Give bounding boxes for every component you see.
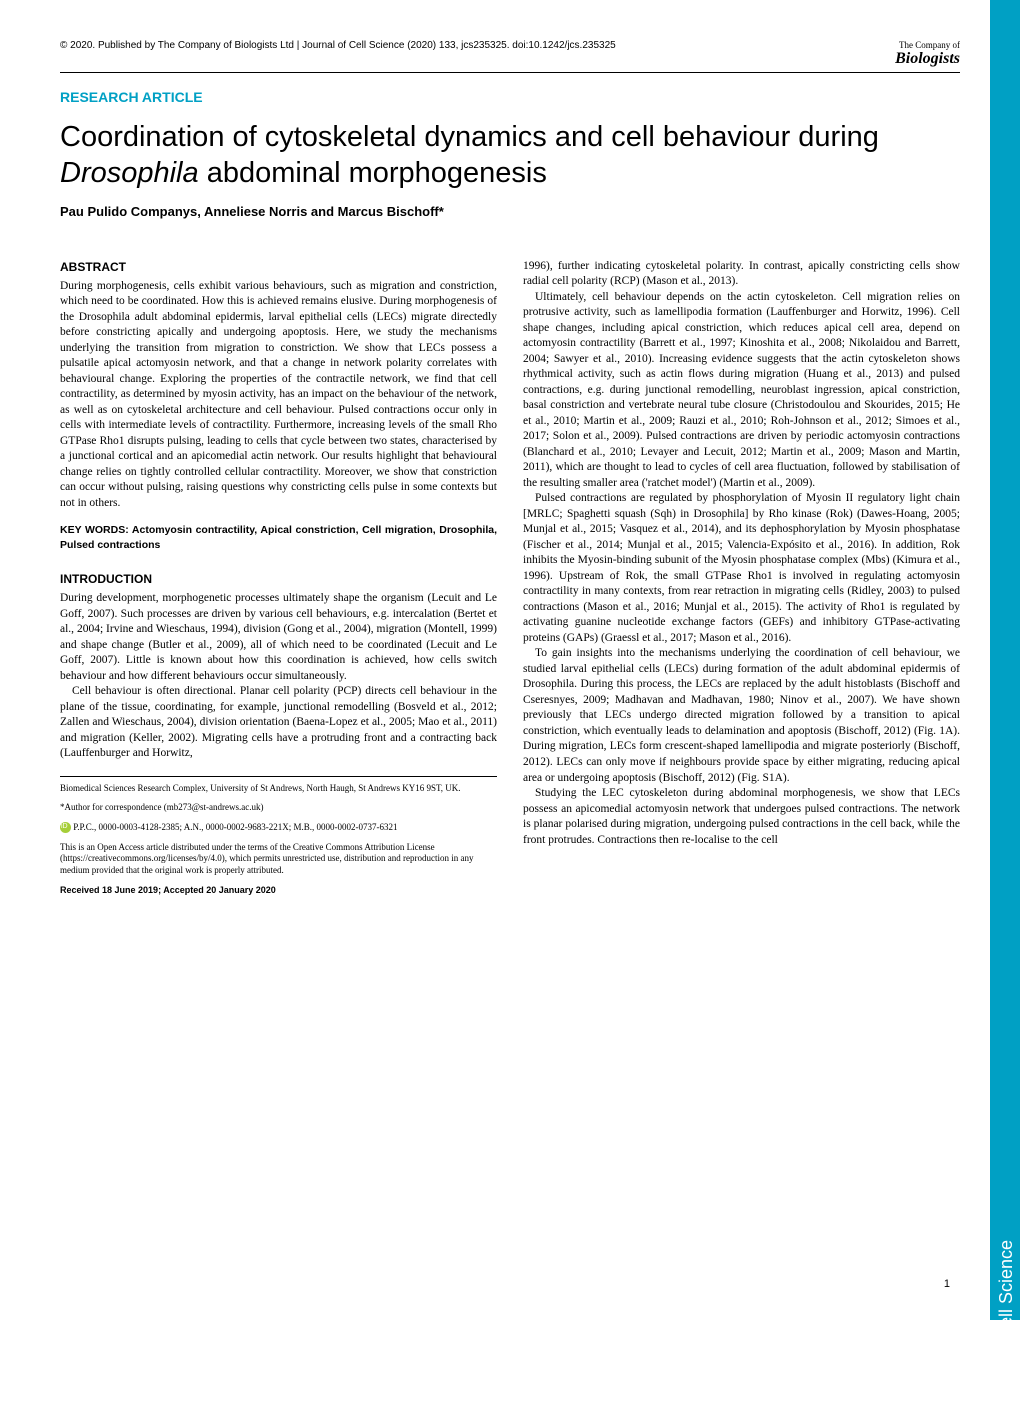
- right-paragraph-2: Ultimately, cell behaviour depends on th…: [523, 290, 960, 492]
- logo-small-text: The Company of: [895, 40, 960, 50]
- authors: Pau Pulido Companys, Anneliese Norris an…: [60, 204, 960, 219]
- abstract-heading: ABSTRACT: [60, 259, 497, 275]
- intro-paragraph-2: Cell behaviour is often directional. Pla…: [60, 684, 497, 762]
- side-tab-label: Journal of Cell Science: [996, 1240, 1017, 1424]
- abstract-body: During morphogenesis, cells exhibit vari…: [60, 279, 497, 512]
- title-part1: Coordination of cytoskeletal dynamics an…: [60, 121, 879, 153]
- right-column: 1996), further indicating cytoskeletal p…: [523, 259, 960, 905]
- article-title: Coordination of cytoskeletal dynamics an…: [60, 119, 960, 192]
- page-number: 1: [944, 1278, 950, 1290]
- right-paragraph-3: Pulsed contractions are regulated by pho…: [523, 491, 960, 646]
- right-paragraph-5: Studying the LEC cytoskeleton during abd…: [523, 786, 960, 848]
- right-paragraph-1: 1996), further indicating cytoskeletal p…: [523, 259, 960, 290]
- header-bar: © 2020. Published by The Company of Biol…: [60, 40, 960, 73]
- introduction-heading: INTRODUCTION: [60, 571, 497, 587]
- keywords: KEY WORDS: Actomyosin contractility, Api…: [60, 523, 497, 552]
- correspondence: *Author for correspondence (mb273@st-and…: [60, 802, 497, 814]
- right-paragraph-4: To gain insights into the mechanisms und…: [523, 646, 960, 786]
- title-italic: Drosophila: [60, 157, 199, 189]
- title-part2: abdominal morphogenesis: [199, 157, 547, 189]
- publisher-logo: The Company of Biologists: [895, 40, 960, 68]
- article-type: RESEARCH ARTICLE: [60, 89, 960, 105]
- license: This is an Open Access article distribut…: [60, 842, 497, 877]
- left-column: ABSTRACT During morphogenesis, cells exh…: [60, 259, 497, 905]
- orcid-ids: P.P.C., 0000-0003-4128-2385; A.N., 0000-…: [73, 822, 397, 832]
- text-columns: ABSTRACT During morphogenesis, cells exh…: [60, 259, 960, 905]
- received-accepted: Received 18 June 2019; Accepted 20 Janua…: [60, 885, 497, 897]
- page-content: © 2020. Published by The Company of Biol…: [0, 0, 1020, 934]
- orcid-line: P.P.C., 0000-0003-4128-2385; A.N., 0000-…: [60, 822, 497, 834]
- orcid-icon: [60, 822, 71, 833]
- logo-bold-text: Biologists: [895, 50, 960, 67]
- affiliation: Biomedical Sciences Research Complex, Un…: [60, 783, 497, 795]
- footnotes: Biomedical Sciences Research Complex, Un…: [60, 776, 497, 897]
- header-copyright: © 2020. Published by The Company of Biol…: [60, 40, 616, 51]
- intro-paragraph-1: During development, morphogenetic proces…: [60, 591, 497, 684]
